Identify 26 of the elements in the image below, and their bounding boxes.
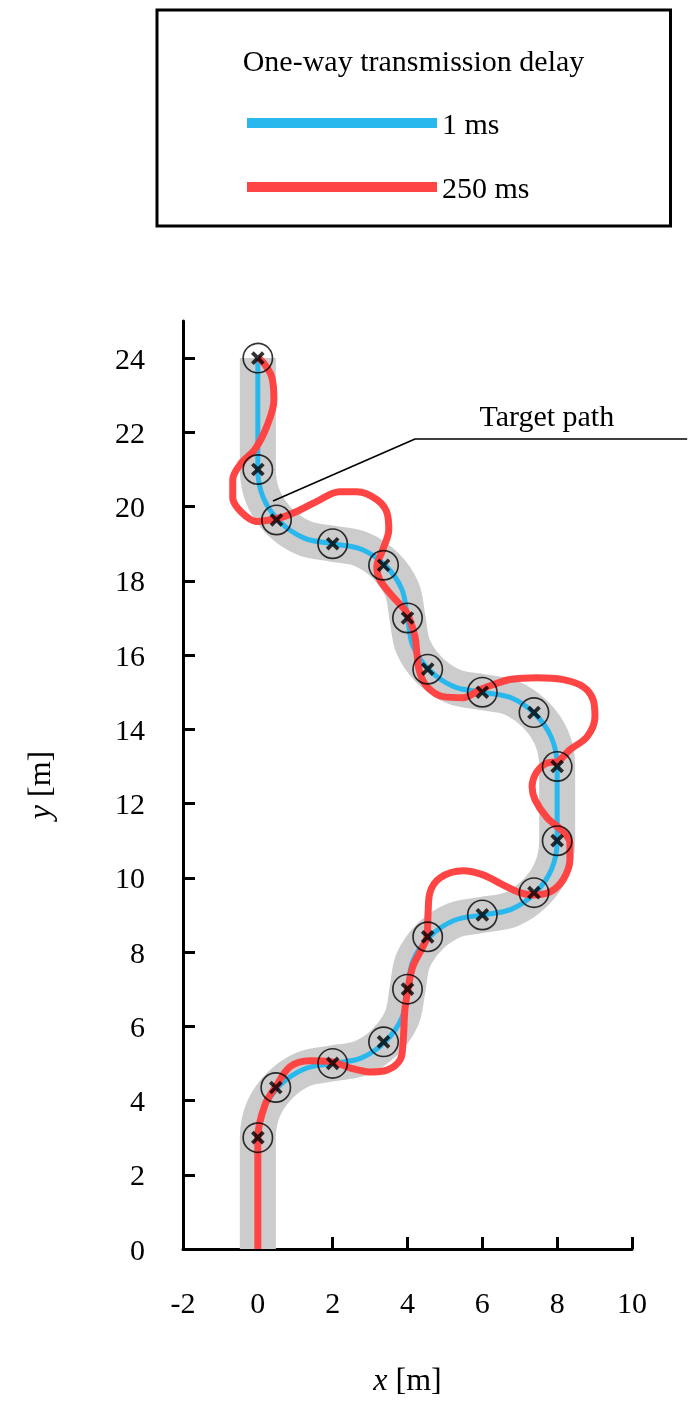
- annotation: Target path: [479, 398, 615, 432]
- x-tick-label: 2: [325, 1285, 341, 1319]
- y-tick-label: 0: [130, 1232, 145, 1266]
- y-tick-label: 14: [115, 712, 145, 746]
- y-tick-label: 18: [115, 564, 145, 598]
- y-tick-label: 10: [115, 861, 145, 895]
- x-tick-label: 10: [617, 1285, 647, 1319]
- x-tick-label: 8: [549, 1285, 565, 1319]
- y-tick-label: 8: [130, 935, 145, 969]
- x-tick-label: 6: [474, 1285, 490, 1319]
- y-tick-label: 16: [115, 638, 145, 672]
- x-tick-label: 4: [400, 1285, 415, 1319]
- x-tick-label: -2: [170, 1285, 196, 1319]
- y-tick-label: 24: [115, 341, 145, 375]
- y-tick-label: 12: [115, 787, 145, 821]
- y-tick-label: 20: [115, 490, 145, 524]
- y-axis-title: y [m]: [21, 750, 57, 823]
- text: 1 ms: [442, 106, 500, 140]
- y-tick-label: 2: [130, 1158, 145, 1192]
- y-tick-label: 4: [130, 1084, 145, 1118]
- text: 250 ms: [442, 170, 530, 204]
- x-tick-label: 0: [250, 1285, 266, 1319]
- legend-title: One-way transmission delay: [242, 43, 585, 77]
- y-tick-label: 6: [130, 1009, 145, 1043]
- y-tick-label: 22: [115, 415, 145, 449]
- x-axis-title: x [m]: [372, 1361, 442, 1397]
